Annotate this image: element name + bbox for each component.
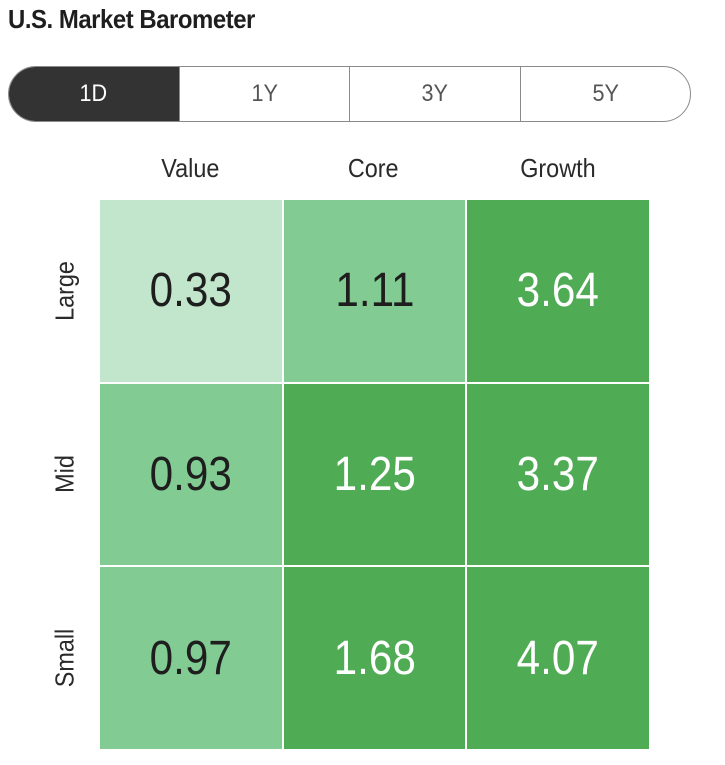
column-header-value: Value (161, 153, 220, 183)
page-title: U.S. Market Barometer (8, 4, 255, 34)
row-header-small: Small (49, 628, 80, 687)
heatmap-cell-value: 3.37 (517, 447, 600, 501)
tab-5y-label: 5Y (592, 80, 619, 107)
heatmap-cell-value: 1.68 (333, 631, 416, 685)
heatmap-cell-value: 0.97 (149, 631, 232, 685)
heatmap-cell-mid-value[interactable]: 0.93 (99, 382, 283, 567)
heatmap-cell-large-core[interactable]: 1.11 (282, 199, 467, 383)
tab-1d[interactable]: 1D (9, 67, 179, 121)
heatmap-cell-value: 1.11 (334, 264, 415, 318)
tab-1d-label: 1D (79, 80, 108, 107)
tab-1y-label: 1Y (251, 80, 278, 107)
tab-3y[interactable]: 3Y (349, 67, 520, 121)
heatmap-cell-small-growth[interactable]: 4.07 (466, 566, 650, 750)
heatmap-cell-value: 4.07 (517, 631, 600, 685)
tab-1y[interactable]: 1Y (178, 67, 350, 121)
column-header-core: Core (348, 153, 399, 183)
heatmap-cell-mid-core[interactable]: 1.25 (282, 382, 467, 567)
heatmap-grid: 0.33 1.11 3.64 0.93 1.25 3.37 0.97 1.68 4.07 (99, 199, 650, 750)
tab-5y[interactable]: 5Y (519, 67, 691, 121)
row-header-large: Large (49, 260, 80, 321)
heatmap-cell-mid-growth[interactable]: 3.37 (466, 382, 650, 567)
heatmap-cell-large-growth[interactable]: 3.64 (466, 199, 650, 383)
tab-3y-label: 3Y (421, 80, 448, 107)
period-tabs: 1D 1Y 3Y 5Y (8, 66, 691, 122)
column-header-growth: Growth (519, 153, 596, 183)
heatmap-cell-small-value[interactable]: 0.97 (99, 566, 283, 750)
heatmap-cell-value: 0.93 (149, 447, 232, 501)
row-header-mid: Mid (49, 454, 80, 493)
heatmap-cell-value: 0.33 (149, 264, 232, 318)
heatmap-cell-large-value[interactable]: 0.33 (99, 199, 283, 383)
heatmap-cell-value: 3.64 (517, 264, 600, 318)
heatmap-cell-small-core[interactable]: 1.68 (282, 566, 467, 750)
heatmap-cell-value: 1.25 (333, 447, 416, 501)
